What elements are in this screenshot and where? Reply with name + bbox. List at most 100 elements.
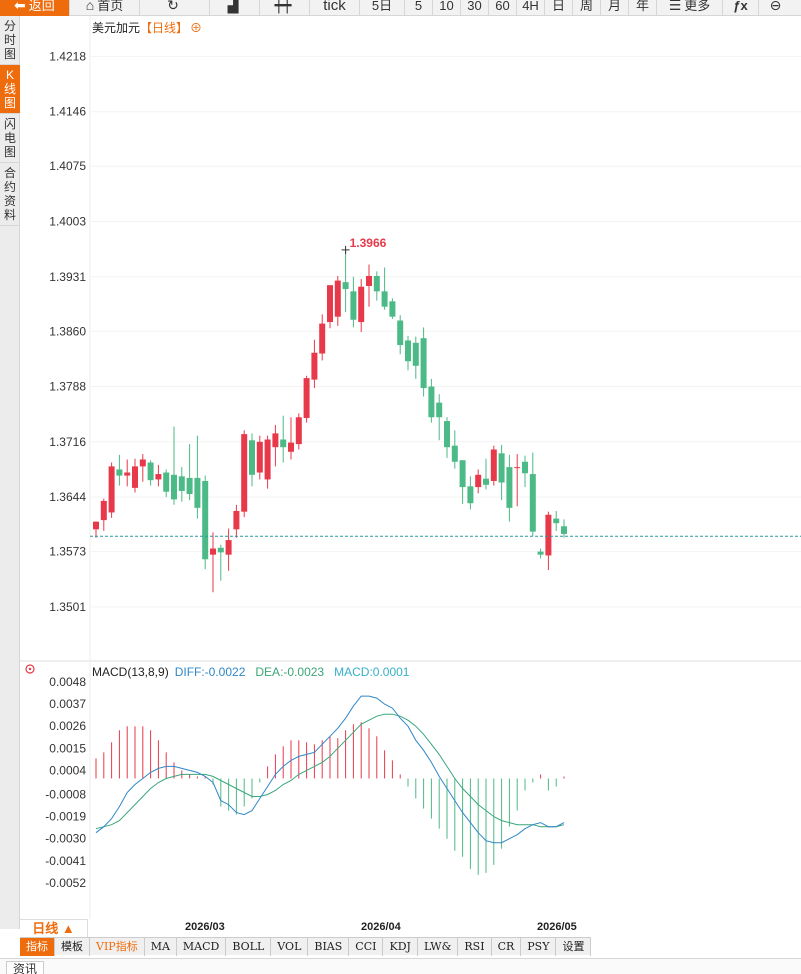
price-tick-label: 1.3501	[49, 600, 86, 614]
candle-body	[358, 286, 365, 323]
price-axis: 1.4218 1.4146 1.4075 1.4003 1.3931 1.3860 1.37…	[49, 49, 801, 614]
macd-header: MACD(13,8,9) DIFF:-0.0022 DEA:-0.0023 MACD:…	[92, 665, 410, 679]
interval-label: 月	[607, 0, 621, 13]
refresh-button[interactable]: ↻	[140, 0, 210, 16]
back-button[interactable]: ⬅ 返回	[0, 0, 70, 16]
formula-button[interactable]: ƒx	[723, 0, 759, 16]
candle-body	[202, 480, 209, 560]
indicator-tab[interactable]: BIAS	[308, 938, 350, 956]
indicator-tab[interactable]: 指标	[20, 938, 55, 956]
bar-chart-button[interactable]: ▟	[210, 0, 260, 16]
candle-body	[545, 514, 552, 556]
interval-60[interactable]: 60	[489, 0, 517, 16]
period-selector[interactable]: 日线 ▲	[20, 919, 88, 937]
candle-body	[444, 421, 450, 448]
macd-tick-label: -0.0019	[45, 810, 86, 824]
interval-30[interactable]: 30	[461, 0, 489, 16]
candle-body	[295, 417, 302, 445]
interval-label: 10	[439, 0, 454, 13]
candle-body	[319, 323, 326, 354]
interval-month[interactable]: 月	[601, 0, 629, 16]
indicator-tab[interactable]: KDJ	[383, 938, 418, 956]
more-label: 更多	[684, 0, 711, 13]
candle-body	[483, 478, 489, 485]
indicator-tab[interactable]: BOLL	[226, 938, 272, 956]
home-button[interactable]: ⌂ 首页	[70, 0, 140, 16]
indicator-tab[interactable]: MA	[145, 938, 177, 956]
candle-body	[397, 320, 404, 346]
candle-body	[334, 280, 341, 317]
interval-5[interactable]: 5	[405, 0, 433, 16]
price-tick-label: 1.4218	[49, 49, 86, 63]
interval-year[interactable]: 年	[629, 0, 657, 16]
indicator-tab[interactable]: PSY	[521, 938, 557, 956]
price-tick-label: 1.3788	[49, 380, 86, 394]
candle-body	[233, 510, 240, 530]
indicator-tab[interactable]: VOL	[271, 938, 309, 956]
add-symbol-icon[interactable]: ⊕	[190, 21, 202, 35]
view-tab[interactable]: 闪电图	[0, 114, 20, 163]
back-label: 返回	[28, 0, 55, 13]
candle-body	[303, 378, 310, 419]
news-tab[interactable]: 资讯	[6, 961, 45, 974]
candle-body	[381, 291, 388, 307]
interval-4h[interactable]: 4H	[517, 0, 545, 16]
candle-body	[116, 469, 123, 476]
indicator-tab[interactable]: CCI	[349, 938, 384, 956]
chart-title: 美元加元【日线】 ⊕	[92, 21, 202, 35]
macd-tick-label: -0.0041	[45, 854, 86, 868]
candlestick-icon: ┿┿	[274, 0, 292, 13]
macd-tick-label: 0.0048	[49, 675, 86, 689]
candle-body	[93, 521, 99, 530]
indicator-tab[interactable]: VIP指标	[90, 938, 145, 956]
candle-body	[405, 340, 411, 362]
candle-body	[147, 462, 154, 481]
five-day-label: 5日	[371, 0, 393, 13]
interval-day[interactable]: 日	[545, 0, 573, 16]
candle-body	[459, 460, 466, 488]
view-tab[interactable]: 合约资料	[0, 163, 20, 226]
bar-chart-icon: ▟	[227, 0, 239, 13]
tick-button[interactable]: tick	[310, 0, 360, 16]
indicator-tab[interactable]: RSI	[458, 938, 492, 956]
macd-value: MACD:0.0001	[334, 665, 410, 679]
candle-body	[108, 466, 115, 513]
period-tag: 【日线】	[140, 21, 188, 35]
macd-settings-icon[interactable]	[25, 664, 35, 674]
macd-tick-label: 0.0004	[49, 763, 86, 777]
candle-body	[100, 500, 107, 521]
more-button[interactable]: ☰ 更多	[657, 0, 723, 16]
macd-histogram	[95, 722, 565, 875]
candle-body	[186, 477, 193, 495]
footer-bar: 资讯	[0, 958, 801, 974]
candle-body	[537, 551, 544, 555]
indicator-tab[interactable]: 设置	[556, 938, 592, 956]
candle-body	[210, 548, 216, 555]
interval-label: 年	[635, 0, 649, 13]
candle-body	[412, 342, 419, 366]
candle-body	[475, 474, 482, 488]
indicator-tab[interactable]: MACD	[177, 938, 227, 956]
candle-body	[389, 301, 396, 317]
price-tick-label: 1.4146	[49, 105, 86, 119]
macd-tick-label: 0.0037	[49, 697, 86, 711]
indicator-tab[interactable]: 模板	[55, 938, 90, 956]
candle-body	[241, 434, 248, 512]
candlestick-button[interactable]: ┿┿	[260, 0, 310, 16]
interval-label: 60	[495, 0, 510, 13]
indicator-tab[interactable]: CR	[492, 938, 522, 956]
view-tab[interactable]: 分时图	[0, 16, 20, 65]
indicator-tab[interactable]: LW&	[418, 938, 459, 956]
candle-body	[514, 467, 521, 469]
candle-body	[366, 275, 372, 286]
candles	[93, 249, 567, 593]
five-day-button[interactable]: 5日	[360, 0, 405, 16]
interval-label: 4H	[522, 0, 539, 13]
zoom-out-button[interactable]: ⊖	[759, 0, 795, 16]
date-label: 2026/04	[361, 921, 401, 933]
interval-week[interactable]: 周	[573, 0, 601, 16]
interval-10[interactable]: 10	[433, 0, 461, 16]
chart-canvas[interactable]: 1.4218 1.4146 1.4075 1.4003 1.3931 1.3860 1.37…	[20, 16, 801, 919]
